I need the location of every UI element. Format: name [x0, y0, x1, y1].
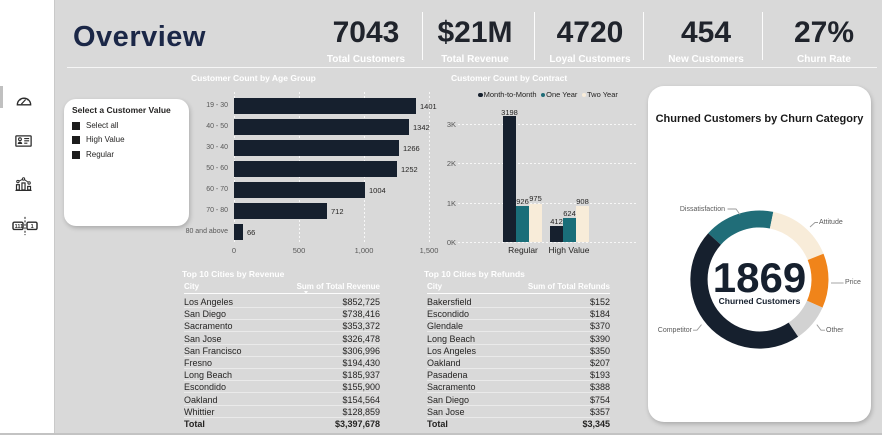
svg-text:111: 111 — [15, 224, 23, 230]
svg-text:1: 1 — [31, 224, 34, 230]
